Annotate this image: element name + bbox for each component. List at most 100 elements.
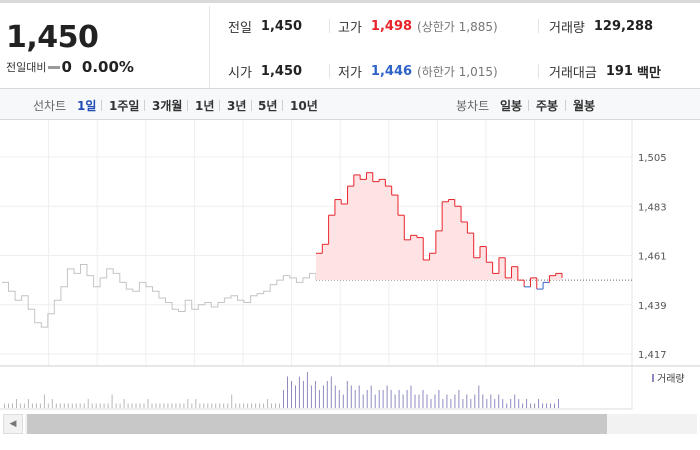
scroll-left-arrow-icon[interactable]: ◀ xyxy=(3,414,23,434)
period-3y[interactable]: 3년 xyxy=(227,99,247,113)
volume-bar xyxy=(474,394,476,408)
volume-bar xyxy=(251,403,253,408)
candle-daily[interactable]: 일봉 xyxy=(500,99,523,113)
volume-bar xyxy=(366,390,368,408)
period-1w[interactable]: 1주일 xyxy=(109,99,140,113)
chart-scrollbar: ◀ xyxy=(0,410,700,438)
volume-bar xyxy=(494,399,496,408)
volume-bar xyxy=(91,403,93,408)
volume-bar xyxy=(107,403,109,408)
volume-bar xyxy=(370,385,372,408)
volume-bar xyxy=(346,381,348,408)
volume-bar xyxy=(430,399,432,408)
volume-bar xyxy=(103,403,105,408)
volume-bar xyxy=(155,403,157,408)
volume-bar xyxy=(195,399,197,408)
scroll-thumb[interactable] xyxy=(27,414,607,434)
volume-bar xyxy=(27,399,29,408)
volume-bar xyxy=(223,403,225,408)
volume-bar xyxy=(402,394,404,408)
volume-bar xyxy=(87,399,89,408)
volume-bar xyxy=(79,403,81,408)
volume-bar xyxy=(542,403,544,408)
divider xyxy=(144,100,145,111)
volume-bar xyxy=(470,399,472,408)
volume-bar xyxy=(526,399,528,408)
volume-bar xyxy=(458,390,460,408)
change-value: 0 xyxy=(61,58,72,76)
volume-bar xyxy=(67,403,69,408)
divider xyxy=(538,64,539,78)
divider xyxy=(329,64,330,78)
intraday-price-chart: 1,505 1,483 1,461 1,439 1,417 거래량 xyxy=(0,120,700,410)
volume-bar xyxy=(378,390,380,408)
divider xyxy=(282,100,283,111)
volume-bar xyxy=(219,403,221,408)
candle-weekly[interactable]: 주봉 xyxy=(536,99,559,113)
stat-value: 1,450 xyxy=(260,19,303,34)
divider xyxy=(219,100,220,111)
chart-period-bar: 선차트 1일 1주일 3개월 1년 3년 5년 10년 봉차트 일봉 주봉 월봉 xyxy=(0,88,700,120)
stat-value: 1,498 xyxy=(370,19,413,34)
volume-bar xyxy=(291,381,292,408)
volume-bar xyxy=(39,403,41,408)
volume-bar xyxy=(139,403,141,408)
volume-bar xyxy=(398,390,400,408)
volume-bar xyxy=(434,394,436,408)
volume-bar xyxy=(83,403,85,408)
volume-bar xyxy=(179,403,181,408)
volume-bar xyxy=(510,399,512,408)
divider xyxy=(251,100,252,111)
volume-bar xyxy=(442,399,444,408)
period-5y[interactable]: 5년 xyxy=(258,99,278,113)
volume-bar xyxy=(426,394,428,408)
volume-bar xyxy=(482,394,484,408)
volume-bar xyxy=(414,394,416,408)
volume-bar xyxy=(386,385,388,408)
price-summary-panel: 1,450 전일대비 0 0.00% 전일 1,450 고가 1,498 (상한… xyxy=(0,0,700,91)
volume-bar xyxy=(131,403,133,408)
candle-monthly[interactable]: 월봉 xyxy=(573,99,596,113)
stat-value: 129,288 xyxy=(593,19,654,34)
volume-bar xyxy=(546,403,548,408)
stat-label: 전일 xyxy=(228,21,252,36)
volume-bar xyxy=(514,394,516,408)
volume-bar xyxy=(43,394,45,408)
volume-bar xyxy=(554,403,555,408)
volume-bar xyxy=(498,394,500,408)
volume-bar xyxy=(207,403,209,408)
volume-bar xyxy=(235,403,237,408)
volume-bar xyxy=(99,403,101,408)
volume-bar xyxy=(75,403,77,408)
volume-bar xyxy=(550,403,551,408)
volume-bar xyxy=(502,399,504,408)
volume-bar xyxy=(4,403,5,408)
divider xyxy=(187,100,188,111)
volume-bar xyxy=(534,403,536,408)
plot-area xyxy=(0,120,632,366)
price-series xyxy=(2,172,632,328)
volume-bar xyxy=(358,385,360,408)
volume-bar xyxy=(326,381,328,408)
volume-bar xyxy=(518,399,520,408)
volume-bar xyxy=(191,403,193,408)
change-percent: 0.00% xyxy=(81,58,134,76)
y-axis: 1,505 1,483 1,461 1,439 1,417 xyxy=(638,153,667,361)
volume-bar xyxy=(51,399,53,408)
volume-bar xyxy=(466,394,468,408)
period-3m[interactable]: 3개월 xyxy=(152,99,183,113)
volume-bar xyxy=(283,390,284,408)
volume-bar xyxy=(16,399,17,408)
volume-bar xyxy=(95,403,97,408)
volume-bar xyxy=(306,372,308,408)
period-1y[interactable]: 1년 xyxy=(195,99,215,113)
period-1d[interactable]: 1일 xyxy=(77,99,97,113)
stat-label: 고가 xyxy=(338,21,362,36)
volume-bar xyxy=(12,403,13,408)
candle-chart-title: 봉차트 xyxy=(456,99,490,113)
volume-bar xyxy=(538,399,540,408)
period-10y[interactable]: 10년 xyxy=(290,99,318,113)
volume-bar xyxy=(111,394,113,408)
volume-bar xyxy=(406,390,408,408)
stat-label: 시가 xyxy=(228,66,252,81)
